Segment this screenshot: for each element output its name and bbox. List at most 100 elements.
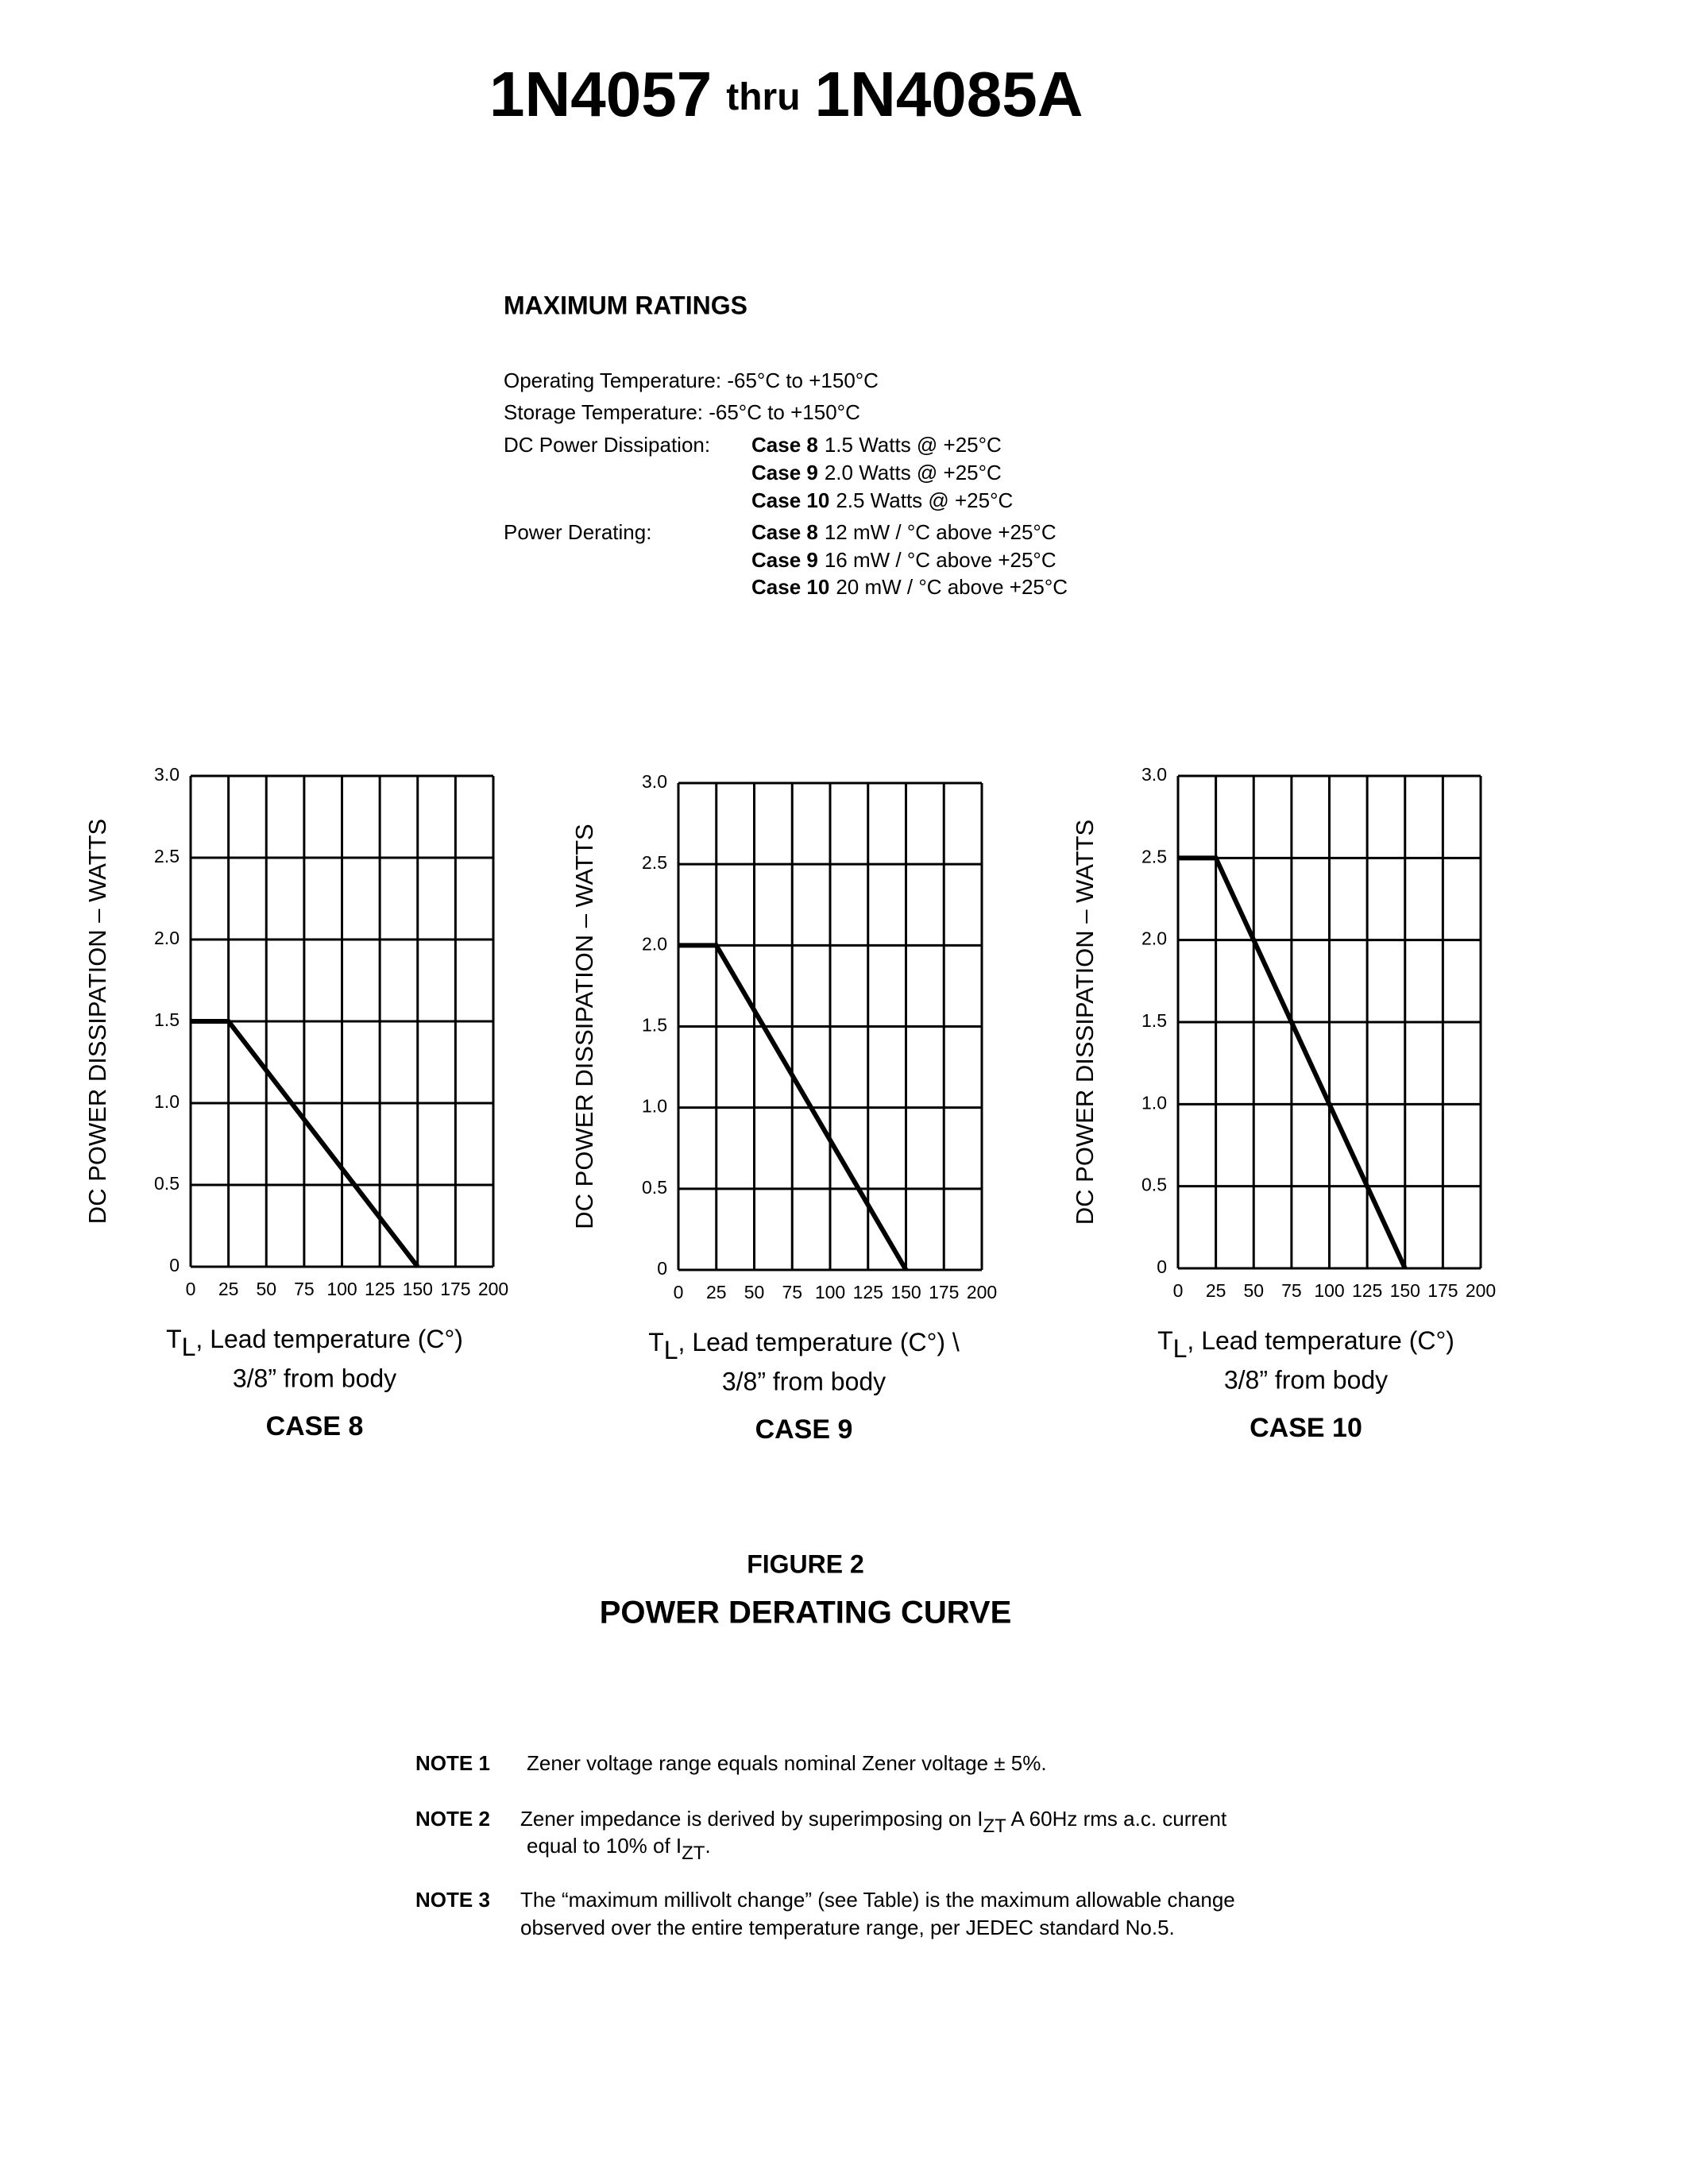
text: .	[705, 1834, 710, 1858]
rating-entry: Case 10 2.5 Watts @ +25°C	[751, 488, 1013, 512]
y-tick-label: 3.0	[1141, 764, 1167, 785]
x-axis-label: 3/8” from body	[1224, 1365, 1388, 1394]
y-axis-label: DC POWER DISSIPATION – WATTS	[83, 819, 111, 1224]
x-tick-label: 125	[365, 1279, 395, 1299]
symbol: T	[648, 1328, 664, 1356]
x-axis-label: TL, Lead temperature (C°)	[166, 1325, 463, 1361]
x-tick-label: 50	[744, 1282, 765, 1302]
symbol: T	[166, 1325, 182, 1353]
note-label: NOTE 2	[415, 1807, 490, 1831]
rating-line: Storage Temperature: -65°C to +150°C	[504, 400, 860, 424]
y-axis-label: DC POWER DISSIPATION – WATTS	[1071, 820, 1099, 1225]
title-part: thru	[726, 76, 800, 118]
data-line	[678, 943, 909, 1271]
case: Case 9	[751, 461, 818, 484]
subscript: L	[664, 1336, 678, 1364]
note-text: Zener voltage range equals nominal Zener…	[527, 1751, 1047, 1775]
x-tick-label: 50	[1243, 1280, 1264, 1301]
y-tick-label: 1.0	[1141, 1092, 1167, 1113]
x-tick-label: 100	[326, 1279, 357, 1299]
title: 1N4057 thru 1N4085A	[489, 59, 1083, 129]
x-tick-label: 25	[1206, 1280, 1226, 1301]
subscript: L	[182, 1333, 196, 1361]
y-tick-label: 0	[169, 1255, 180, 1275]
y-tick-label: 0.5	[642, 1177, 667, 1198]
x-tick-label: 175	[929, 1282, 959, 1302]
x-tick-label: 0	[674, 1282, 684, 1302]
value-text: 1.5 Watts @ +25°C	[825, 433, 1002, 457]
chart: 0 0.5 1.0 1.5 2.0 2.5 3.0 0 25 50 75 100 125 150 175 20…	[570, 771, 997, 1445]
chart: 0 0.5 1.0 1.5 2.0 2.5 3.0 0 25 50 75 100 125 150 175 20…	[83, 764, 508, 1441]
note-text: observed over the entire temperature ran…	[520, 1916, 1175, 1939]
y-tick-label: 2.5	[1141, 846, 1167, 866]
x-tick-label: 25	[218, 1279, 239, 1299]
x-axis-label: TL, Lead temperature (C°) \	[648, 1328, 960, 1364]
figure-label: FIGURE 2	[747, 1549, 864, 1578]
rating-entry: Case 8 1.5 Watts @ +25°C	[751, 433, 1002, 457]
case: Case 8	[751, 520, 818, 544]
x-tick-label: 75	[1281, 1280, 1302, 1301]
x-axis-label: 3/8” from body	[722, 1367, 886, 1395]
x-tick-label: 100	[815, 1282, 845, 1302]
y-tick-label: 2.5	[642, 852, 667, 873]
y-axis-label: DC POWER DISSIPATION – WATTS	[570, 824, 598, 1229]
x-tick-label: 75	[782, 1282, 802, 1302]
y-tick-label: 0	[657, 1258, 667, 1279]
chart-caption: CASE 8	[266, 1411, 364, 1441]
x-tick-label: 0	[186, 1279, 196, 1299]
note-label: NOTE 1	[415, 1751, 490, 1775]
x-tick-label: 175	[440, 1279, 470, 1299]
x-tick-label: 150	[403, 1279, 433, 1299]
y-tick-label: 1.5	[642, 1015, 667, 1036]
figure-title: POWER DERATING CURVE	[600, 1596, 1012, 1630]
text: , Lead temperature (C°) \	[678, 1328, 960, 1356]
case: Case 9	[751, 548, 818, 572]
section-heading: MAXIMUM RATINGS	[504, 291, 747, 319]
rating-entry: Case 8 12 mW / °C above +25°C	[751, 520, 1056, 544]
y-tick-label: 3.0	[154, 764, 180, 785]
rating-line: Operating Temperature: -65°C to +150°C	[504, 369, 879, 392]
data-line	[191, 1019, 420, 1268]
subscript: ZT	[983, 1815, 1006, 1837]
chart-caption: CASE 10	[1250, 1413, 1362, 1443]
value-text: 2.5 Watts @ +25°C	[836, 488, 1013, 512]
y-tick-label: 2.0	[154, 928, 180, 948]
chart: 0 0.5 1.0 1.5 2.0 2.5 3.0 0 25 50 75 100 125 150 175 20…	[1071, 764, 1496, 1443]
x-tick-label: 200	[1466, 1280, 1496, 1301]
y-tick-label: 2.0	[642, 933, 667, 954]
x-tick-label: 50	[256, 1279, 276, 1299]
charts: 0 0.5 1.0 1.5 2.0 2.5 3.0 0 25 50 75 100 125 150 175 20…	[83, 764, 1496, 1445]
y-tick-label: 3.0	[642, 771, 667, 792]
x-tick-label: 125	[853, 1282, 883, 1302]
rating-label: Power Derating:	[504, 520, 651, 544]
x-axis-label: 3/8” from body	[233, 1364, 396, 1392]
case: Case 8	[751, 433, 818, 457]
note-text: Zener impedance is derived by superimpos…	[520, 1807, 1227, 1837]
symbol: T	[1157, 1326, 1173, 1355]
x-tick-label: 125	[1352, 1280, 1382, 1301]
rating-entry: Case 9 2.0 Watts @ +25°C	[751, 461, 1002, 484]
y-tick-label: 1.0	[642, 1096, 667, 1117]
text: Zener impedance is derived by superimpos…	[520, 1807, 983, 1831]
text: A 60Hz rms a.c. current	[1006, 1807, 1227, 1831]
value-text: 16 mW / °C above +25°C	[825, 548, 1056, 572]
y-tick-label: 2.0	[1141, 928, 1167, 949]
rating-entry: Case 10 20 mW / °C above +25°C	[751, 575, 1068, 599]
title-part: 1N4057	[489, 59, 712, 129]
y-tick-label: 1.0	[154, 1091, 180, 1112]
data-line	[1178, 855, 1408, 1270]
case: Case 10	[751, 488, 829, 512]
text: , Lead temperature (C°)	[1187, 1326, 1454, 1355]
x-tick-label: 200	[478, 1279, 508, 1299]
y-tick-label: 2.5	[154, 846, 180, 866]
y-tick-label: 0	[1157, 1256, 1167, 1277]
case: Case 10	[751, 575, 829, 599]
text: equal to 10% of I	[527, 1834, 682, 1858]
title-part: 1N4085A	[815, 59, 1083, 129]
x-tick-label: 150	[890, 1282, 921, 1302]
chart-caption: CASE 9	[755, 1414, 853, 1445]
subscript: L	[1173, 1334, 1188, 1363]
x-tick-label: 25	[706, 1282, 727, 1302]
note-text: equal to 10% of IZT.	[527, 1834, 711, 1864]
